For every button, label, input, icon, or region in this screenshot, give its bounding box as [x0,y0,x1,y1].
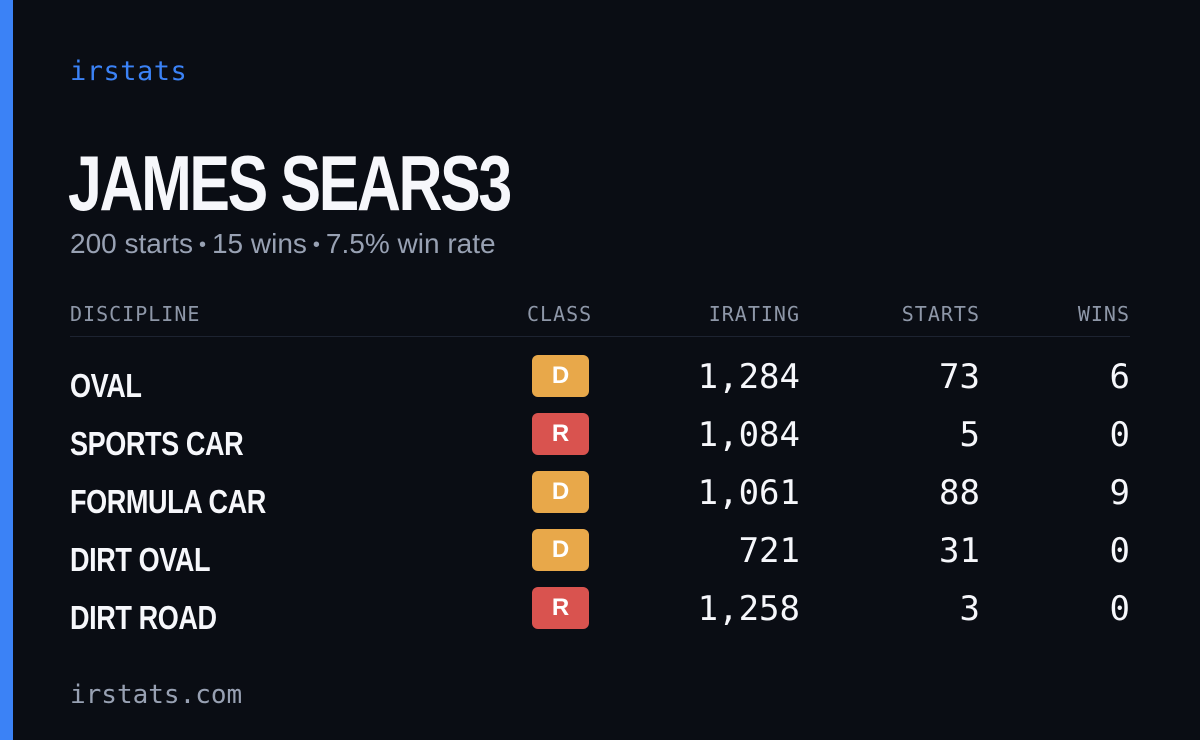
table-body: OVAL D 1,284 73 6 SPORTS CAR R 1,084 5 0… [70,355,1130,645]
table-row: FORMULA CAR D 1,061 88 9 [70,471,1130,529]
accent-bar [0,0,13,740]
starts-value: 88 [939,473,980,513]
starts-value: 31 [939,531,980,571]
win-rate: 7.5% win rate [325,228,496,259]
column-header-starts: STARTS [901,302,980,326]
table-row: DIRT OVAL D 721 31 0 [70,529,1130,587]
brand-logo-text: irstats [70,56,188,87]
discipline-name: DIRT OVAL [70,541,211,578]
wins-value: 0 [1109,531,1130,571]
starts-value: 3 [959,589,980,629]
separator-dot: • [198,234,206,257]
irating-value: 1,258 [697,589,800,629]
table-row: SPORTS CAR R 1,084 5 0 [70,413,1130,471]
starts-value: 73 [939,357,980,397]
irating-value: 721 [738,531,800,571]
separator-dot: • [312,234,320,257]
irating-value: 1,061 [697,473,800,513]
discipline-table: DISCIPLINE CLASS IRATING STARTS WINS OVA… [70,300,1130,645]
column-header-wins: WINS [1077,302,1130,326]
discipline-name: DIRT ROAD [70,599,217,636]
license-class-badge: D [532,355,589,397]
license-class-badge: R [532,413,589,455]
starts-count: 200 starts [70,228,193,259]
footer-url[interactable]: irstats.com [70,680,243,710]
license-class-badge: D [532,529,589,571]
player-name: JAMES SEARS3 [68,139,512,227]
wins-value: 6 [1109,357,1130,397]
discipline-name: FORMULA CAR [70,483,266,520]
column-header-class: CLASS [527,302,593,326]
column-header-discipline: DISCIPLINE [70,302,201,326]
license-class-badge: D [532,471,589,513]
wins-value: 0 [1109,415,1130,455]
wins-value: 9 [1109,473,1130,513]
discipline-name: OVAL [70,367,142,404]
discipline-name: SPORTS CAR [70,425,244,462]
wins-value: 0 [1109,589,1130,629]
player-summary: 200 starts • 15 wins • 7.5% win rate [70,228,496,260]
table-row: DIRT ROAD R 1,258 3 0 [70,587,1130,645]
irating-value: 1,084 [697,415,800,455]
table-header: DISCIPLINE CLASS IRATING STARTS WINS [70,300,1130,337]
starts-value: 5 [959,415,980,455]
wins-count: 15 wins [211,228,307,259]
license-class-badge: R [532,587,589,629]
irating-value: 1,284 [697,357,800,397]
column-header-irating: IRATING [708,302,800,326]
table-row: OVAL D 1,284 73 6 [70,355,1130,413]
